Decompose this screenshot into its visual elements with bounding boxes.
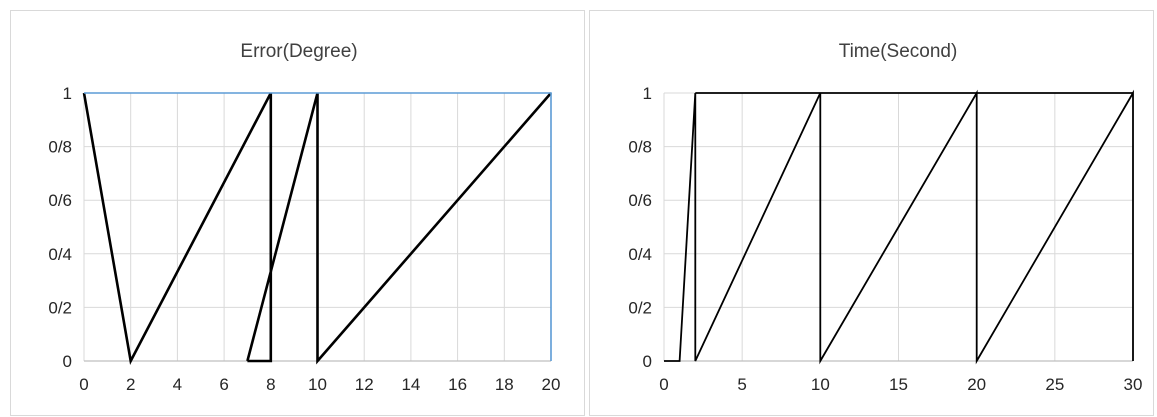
x-tick-label: 4: [173, 375, 182, 394]
x-tick-label: 30: [1124, 375, 1143, 394]
y-tick-label: 0/4: [628, 245, 652, 264]
x-tick-label: 20: [542, 375, 561, 394]
x-tick-label: 25: [1045, 375, 1064, 394]
time-chart-panel: Time(Second) 0 5 10 15 20 25 30 0 0/2 0/4 0/6 0/8 1: [589, 10, 1154, 416]
error-chart-panel: Error(Degree) 0 2 4 6 8 10 12 14 16 18 20 0 0/2 0/4 0/6…: [10, 10, 585, 416]
error-series-line-4: [316, 92, 552, 365]
x-tick-label: 8: [266, 375, 275, 394]
error-series-line-1: [82, 92, 272, 365]
y-tick-label: 1: [63, 84, 72, 103]
time-series-line-1: [664, 89, 1134, 365]
x-tick-label: 15: [889, 375, 908, 394]
y-tick-label: 0/6: [48, 191, 72, 210]
chart-title: Time(Second): [839, 41, 958, 62]
x-tick-label: 10: [811, 375, 830, 394]
error-chart: Error(Degree) 0 2 4 6 8 10 12 14 16 18 20 0 0/2 0/4 0/6…: [48, 41, 561, 394]
x-tick-label: 14: [401, 375, 420, 394]
y-tick-label: 0: [63, 352, 72, 371]
time-chart: Time(Second) 0 5 10 15 20 25 30 0 0/2 0/4 0/6 0/8 1: [628, 41, 1143, 394]
y-tick-label: 0/4: [48, 245, 72, 264]
x-tick-label: 10: [308, 375, 327, 394]
x-tick-label: 18: [495, 375, 514, 394]
error-series-line-3: [246, 92, 319, 362]
y-tick-label: 0: [643, 352, 652, 371]
x-tick-label: 20: [967, 375, 986, 394]
error-series-line-2: [247, 93, 273, 363]
x-tick-label: 12: [355, 375, 374, 394]
x-tick-label: 6: [219, 375, 228, 394]
y-tick-label: 1: [643, 84, 652, 103]
x-tick-label: 0: [79, 375, 88, 394]
x-tick-label: 16: [448, 375, 467, 394]
y-tick-label: 0/6: [628, 191, 652, 210]
y-tick-label: 0/2: [48, 298, 72, 317]
y-tick-label: 0/8: [628, 138, 652, 157]
x-tick-label: 2: [126, 375, 135, 394]
x-tick-label: 0: [659, 375, 668, 394]
y-tick-label: 0/2: [628, 298, 652, 317]
x-tick-label: 5: [737, 375, 746, 394]
y-tick-label: 0/8: [48, 138, 72, 157]
error-series-line-5: [84, 92, 552, 361]
chart-title: Error(Degree): [240, 41, 357, 62]
